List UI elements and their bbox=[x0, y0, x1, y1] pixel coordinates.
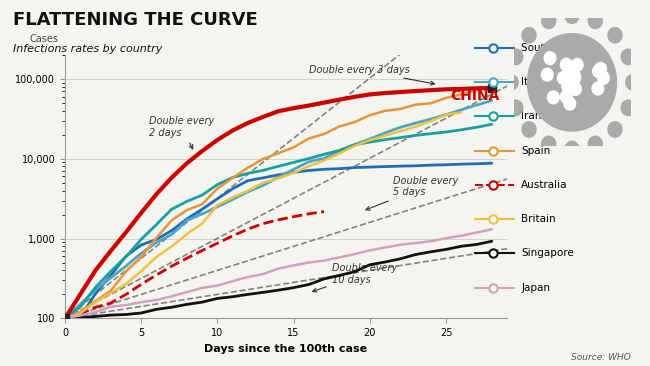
Text: Britain: Britain bbox=[521, 214, 556, 224]
Text: Double every
10 days: Double every 10 days bbox=[313, 263, 397, 292]
Circle shape bbox=[541, 68, 553, 81]
Circle shape bbox=[565, 141, 579, 157]
Circle shape bbox=[595, 63, 606, 75]
Circle shape bbox=[547, 91, 559, 104]
Circle shape bbox=[560, 90, 572, 103]
Circle shape bbox=[564, 97, 576, 110]
Circle shape bbox=[569, 71, 580, 84]
Text: Spain: Spain bbox=[521, 146, 551, 156]
Circle shape bbox=[522, 27, 536, 43]
Circle shape bbox=[565, 8, 579, 23]
Circle shape bbox=[541, 13, 556, 29]
Text: Double every
2 days: Double every 2 days bbox=[149, 116, 214, 149]
Text: Cases: Cases bbox=[30, 34, 58, 44]
Circle shape bbox=[563, 79, 575, 92]
Circle shape bbox=[588, 13, 603, 29]
Circle shape bbox=[569, 83, 581, 96]
Circle shape bbox=[621, 49, 635, 64]
Circle shape bbox=[608, 122, 622, 137]
Circle shape bbox=[509, 49, 523, 64]
Circle shape bbox=[558, 72, 569, 85]
Circle shape bbox=[528, 34, 616, 131]
Circle shape bbox=[626, 75, 640, 90]
Circle shape bbox=[541, 136, 556, 152]
Text: Double every 3 days: Double every 3 days bbox=[309, 65, 434, 85]
Circle shape bbox=[621, 100, 635, 116]
Text: Infections rates by country: Infections rates by country bbox=[13, 44, 162, 54]
Text: CHINA: CHINA bbox=[450, 89, 499, 102]
Text: South Korea: South Korea bbox=[521, 42, 584, 53]
Text: Double every
5 days: Double every 5 days bbox=[366, 176, 458, 210]
Circle shape bbox=[597, 71, 609, 84]
Circle shape bbox=[563, 63, 575, 76]
X-axis label: Days since the 100th case: Days since the 100th case bbox=[205, 344, 367, 354]
Text: Iran: Iran bbox=[521, 111, 541, 121]
Circle shape bbox=[571, 59, 583, 71]
Circle shape bbox=[565, 77, 577, 90]
Circle shape bbox=[504, 75, 518, 90]
Circle shape bbox=[569, 70, 580, 83]
Text: Japan: Japan bbox=[521, 283, 551, 293]
Text: Australia: Australia bbox=[521, 180, 568, 190]
Circle shape bbox=[565, 72, 577, 85]
Circle shape bbox=[522, 122, 536, 137]
Text: FLATTENING THE CURVE: FLATTENING THE CURVE bbox=[13, 11, 258, 29]
Circle shape bbox=[608, 27, 622, 43]
Circle shape bbox=[588, 136, 603, 152]
Circle shape bbox=[544, 52, 556, 64]
Circle shape bbox=[593, 65, 605, 78]
Circle shape bbox=[562, 80, 573, 93]
Text: Singapore: Singapore bbox=[521, 249, 574, 258]
Circle shape bbox=[560, 58, 572, 71]
Text: Italy: Italy bbox=[521, 77, 544, 87]
Text: Source: WHO: Source: WHO bbox=[571, 353, 630, 362]
Circle shape bbox=[509, 100, 523, 116]
Circle shape bbox=[592, 82, 604, 95]
